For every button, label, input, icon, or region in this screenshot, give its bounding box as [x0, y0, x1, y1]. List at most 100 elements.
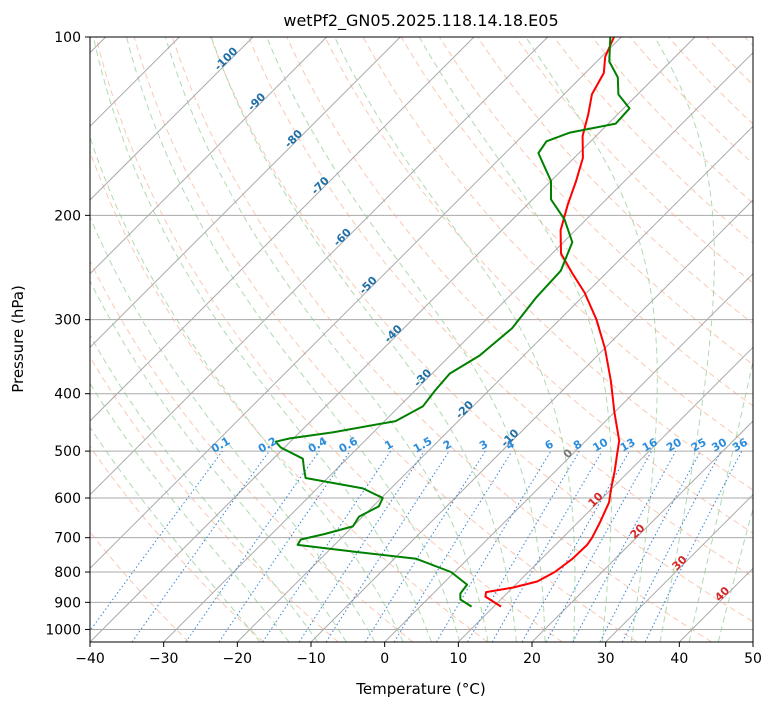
isotherm-line	[605, 493, 753, 642]
isotherm-line	[90, 37, 696, 642]
profile-series	[274, 37, 631, 608]
x-tick-label: 50	[744, 651, 762, 667]
mixing-ratio-line	[435, 450, 552, 642]
isotherm-label: 20	[628, 521, 648, 541]
isotherm-line	[236, 125, 753, 642]
isoline-labels: -100-90-80-70-60-50-40-30-20-10010203040…	[209, 44, 750, 604]
moist-adiabat-line	[418, 37, 613, 642]
mixing-ratio-label: 6	[543, 437, 556, 452]
dry-adiabat-line	[90, 531, 190, 642]
dry-adiabat-line	[90, 445, 264, 642]
moist-adiabat-line	[90, 382, 290, 642]
chart-title: wetPf2_GN05.2025.118.14.18.E05	[283, 11, 558, 31]
isotherm-line	[310, 199, 753, 642]
mixing-ratio-line	[298, 450, 425, 642]
mixing-ratio-label: 20	[664, 435, 684, 454]
isotherm-line	[678, 567, 753, 642]
mixing-ratio-line	[599, 450, 701, 642]
mixing-ratio-line	[218, 450, 351, 642]
isotherm-label: -40	[382, 322, 405, 345]
mixing-ratio-line	[90, 450, 223, 632]
mixing-ratio-label: 3	[477, 438, 490, 453]
isotherm-line	[531, 420, 753, 642]
isotherm-label: -90	[245, 90, 268, 113]
x-tick-label: −40	[75, 651, 105, 667]
isotherm-label: -70	[309, 174, 332, 197]
moist-adiabat-line	[688, 358, 753, 642]
moist-adiabat-line	[90, 135, 404, 642]
isotherm-line	[752, 641, 753, 642]
dry-adiabat-line	[591, 37, 753, 204]
mixing-ratio-label: 2	[441, 438, 454, 453]
mixing-ratio-label: 0.1	[209, 435, 232, 456]
isotherm-label: -80	[282, 127, 305, 150]
mixing-ratio-label: 1.5	[411, 435, 434, 456]
y-axis-label: Pressure (hPa)	[9, 285, 27, 393]
x-axis-label: Temperature (°C)	[355, 680, 485, 698]
dry-adiabat-line	[90, 356, 339, 642]
x-tick-label: 30	[597, 651, 615, 667]
dry-adiabat-line	[90, 259, 414, 642]
y-axis-ticks: 100 200 300 400 500 600 700 800 900 1000	[45, 30, 90, 638]
y-tick-label: 400	[54, 387, 81, 403]
x-tick-label: −30	[149, 651, 179, 667]
y-tick-label: 900	[54, 595, 81, 611]
mixing-ratio-label: 0.4	[306, 434, 330, 455]
isotherm-line	[90, 37, 549, 496]
moist-adiabat-line	[90, 426, 261, 642]
y-tick-label: 700	[54, 531, 81, 547]
isotherm-line	[90, 37, 254, 201]
x-tick-label: −10	[296, 651, 326, 667]
y-tick-label: 800	[54, 565, 81, 581]
mixing-ratio-label: 10	[590, 435, 610, 454]
mixing-ratio-line	[262, 450, 392, 642]
mixing-ratio-line	[393, 450, 513, 642]
dry-adiabat-line	[171, 37, 712, 642]
dry-adiabat-line	[90, 150, 488, 642]
dry-adiabat-line	[706, 37, 753, 86]
x-tick-label: −20	[223, 651, 253, 667]
y-tick-label: 100	[54, 30, 81, 46]
mixing-ratio-line	[572, 450, 677, 642]
moist-adiabat-line	[126, 37, 461, 642]
dewpoint-profile-line	[274, 37, 631, 608]
isotherm-label: -20	[453, 398, 476, 421]
x-tick-label: 20	[523, 651, 541, 667]
plot-frame	[89, 36, 754, 643]
x-axis-ticks: −40 −30 −20 −10 0 10 20 30 40 50	[75, 642, 762, 667]
y-tick-label: 600	[54, 491, 81, 507]
isotherm-line	[90, 37, 622, 570]
isotherm-line	[384, 272, 753, 642]
dry-adiabat-line	[668, 37, 753, 125]
x-tick-label: 10	[449, 651, 467, 667]
dry-adiabat-line	[477, 37, 753, 325]
moist-adiabat-line	[266, 37, 546, 642]
dry-adiabat-line	[744, 37, 753, 47]
isotherm-line	[90, 37, 401, 349]
isotherm-line	[163, 51, 753, 642]
moist-adiabat-line	[717, 506, 753, 642]
dry-adiabat-line	[248, 37, 753, 578]
mixing-ratio-line	[545, 450, 653, 642]
isotherm-line	[90, 37, 475, 422]
y-tick-label: 300	[54, 313, 81, 329]
x-tick-label: 0	[380, 651, 389, 667]
moist-adiabat-line	[525, 37, 658, 642]
temperature-profile-line	[484, 37, 621, 608]
moist-adiabat-line	[164, 37, 489, 642]
mixing-ratio-label: 1	[382, 438, 395, 453]
moist-adiabat-line	[90, 215, 376, 642]
moist-adiabat-line	[210, 37, 517, 642]
y-tick-label: 500	[54, 444, 81, 460]
dry-adiabat-line	[95, 37, 563, 642]
isotherm-label: 10	[586, 490, 606, 510]
isotherm-label: -60	[331, 226, 354, 249]
dry-adiabat-line	[286, 37, 753, 534]
isotherm-label: 40	[712, 584, 732, 604]
background-grid	[90, 37, 753, 642]
dry-adiabat-line	[210, 37, 753, 623]
isotherm-line	[457, 346, 753, 642]
mixing-ratio-label: 25	[689, 436, 709, 455]
moist-adiabat-line	[654, 37, 715, 642]
